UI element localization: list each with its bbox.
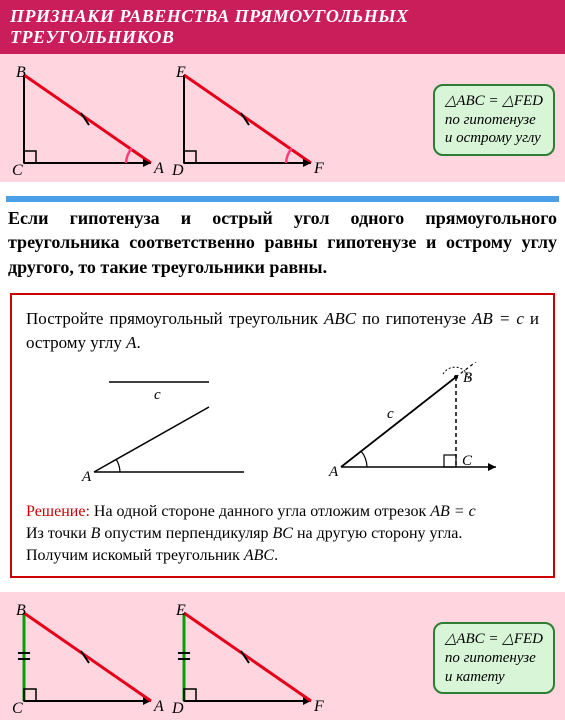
given-angle-diagram: c A — [54, 367, 254, 487]
header-title: ПРИЗНАКИ РАВЕНСТВА ПРЯМОУГОЛЬНЫХ ТРЕУГОЛ… — [10, 6, 409, 47]
svg-text:c: c — [154, 387, 161, 403]
rule2-line1: △ABC = △FED — [445, 630, 543, 649]
sol-B: B — [91, 525, 101, 542]
theorem-text: Если гипотенуза и острый угол одного пря… — [6, 206, 559, 279]
rule2-line3: и катету — [445, 668, 543, 687]
task-end: . — [137, 333, 141, 352]
svg-text:C: C — [12, 700, 23, 716]
solution-label: Решение: — [26, 503, 90, 520]
criterion-2-panel: B C A E D F △ABC = △FED по гипотенузе и … — [0, 592, 565, 720]
svg-text:F: F — [313, 698, 324, 715]
svg-text:B: B — [463, 370, 472, 386]
constructed-triangle-diagram: A B C c — [311, 362, 511, 487]
sol-eq1: AB = c — [430, 503, 475, 520]
svg-text:B: B — [16, 64, 26, 81]
rule2-line2: по гипотенузе — [445, 649, 543, 668]
task-eq: AB = c — [472, 309, 524, 328]
construction-task: Постройте прямоугольный треугольник ABC … — [26, 307, 539, 355]
svg-text:C: C — [12, 162, 23, 178]
page-header: ПРИЗНАКИ РАВЕНСТВА ПРЯМОУГОЛЬНЫХ ТРЕУГОЛ… — [0, 0, 565, 54]
triangle-abc-2: B C A — [6, 601, 166, 716]
svg-text:c: c — [387, 406, 394, 422]
sol-ABC: ABC — [244, 547, 274, 564]
sol-l3: опустим перпендикуляр — [100, 525, 272, 542]
construction-diagrams: c A A B C — [26, 362, 539, 487]
theorem-bar — [6, 196, 559, 202]
svg-text:D: D — [171, 162, 184, 178]
triangle-abc-1: B C A — [6, 63, 166, 178]
svg-text:B: B — [16, 602, 26, 619]
svg-text:A: A — [81, 469, 92, 485]
triangle-fed-1: E D F — [166, 63, 326, 178]
rule1-line2: по гипотенузе — [445, 111, 543, 130]
svg-text:A: A — [328, 464, 339, 480]
rule-box-1: △ABC = △FED по гипотенузе и острому углу — [433, 84, 555, 156]
sol-l5: Получим искомый треугольник — [26, 547, 244, 564]
sol-l1: На одной стороне данного угла отложим от… — [90, 503, 430, 520]
construction-box: Постройте прямоугольный треугольник ABC … — [10, 293, 555, 578]
rule1-line3: и острому углу — [445, 129, 543, 148]
task-mid: по гипотенузе — [356, 309, 472, 328]
rule1-line1: △ABC = △FED — [445, 92, 543, 111]
sol-l2: Из точки — [26, 525, 91, 542]
rule-box-2: △ABC = △FED по гипотенузе и катету — [433, 622, 555, 694]
criterion-1-panel: B C A E D F △ABC = △FED по гипотенузе и … — [0, 54, 565, 182]
theorem-block: Если гипотенуза и острый угол одного пря… — [6, 196, 559, 279]
svg-text:A: A — [153, 160, 164, 177]
svg-text:A: A — [153, 698, 164, 715]
svg-text:F: F — [313, 160, 324, 177]
task-triangle: ABC — [324, 309, 356, 328]
svg-text:C: C — [462, 453, 473, 469]
svg-text:D: D — [171, 700, 184, 716]
sol-l4: на другую сторону угла. — [293, 525, 462, 542]
triangle-fed-2: E D F — [166, 601, 326, 716]
svg-text:E: E — [175, 602, 186, 619]
sol-BC: BC — [273, 525, 293, 542]
sol-end: . — [274, 547, 278, 564]
task-angle: A — [126, 333, 136, 352]
task-prefix: Постройте прямоугольный треугольник — [26, 309, 324, 328]
svg-text:E: E — [175, 64, 186, 81]
solution-text: Решение: На одной стороне данного угла о… — [26, 501, 539, 566]
